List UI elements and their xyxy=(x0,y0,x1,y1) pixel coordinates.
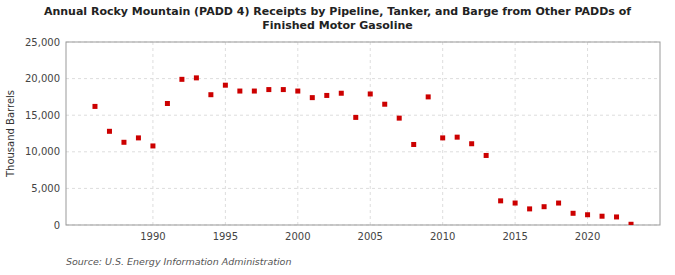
plot-frame xyxy=(66,42,660,225)
grid xyxy=(66,42,660,225)
point xyxy=(629,222,634,225)
point xyxy=(165,101,170,106)
point xyxy=(266,87,271,92)
point xyxy=(571,211,576,216)
y-grid-line xyxy=(66,151,660,152)
point xyxy=(121,140,126,145)
point xyxy=(455,135,460,140)
point xyxy=(353,115,358,120)
x-tick-label: 2000 xyxy=(285,231,310,242)
point xyxy=(382,102,387,107)
point xyxy=(368,91,373,96)
y-grid-line xyxy=(66,115,660,116)
chart: 0 5,000 10,000 15,000 20,000 25,000 1990 1995 20… xyxy=(0,0,675,275)
axes: 0 5,000 10,000 15,000 20,000 25,000 1990 1995 20… xyxy=(25,37,660,243)
x-tick-label: 2010 xyxy=(430,231,455,242)
x-grid-line xyxy=(297,42,298,225)
point xyxy=(295,89,300,94)
y-tick-label: 5,000 xyxy=(31,183,60,194)
y-tick-label: 25,000 xyxy=(25,37,60,48)
x-grid-line xyxy=(515,42,516,225)
y-grid-line xyxy=(66,188,660,189)
x-grid-line xyxy=(225,42,226,225)
x-tick-label: 2020 xyxy=(575,231,600,242)
point xyxy=(150,143,155,148)
point xyxy=(194,75,199,80)
title: Annual Rocky Mountain (PADD 4) Receipts … xyxy=(44,5,631,32)
x-tick-label: 2015 xyxy=(502,231,527,242)
point xyxy=(542,204,547,209)
x-tick-label: 1995 xyxy=(213,231,238,242)
y-tick-label: 15,000 xyxy=(25,110,60,121)
y-grid-line xyxy=(66,78,660,79)
source-note: Source: U.S. Energy Information Administ… xyxy=(66,256,291,267)
x-grid-line xyxy=(587,42,588,225)
x-tick-label: 1990 xyxy=(140,231,165,242)
point xyxy=(223,83,228,88)
point xyxy=(527,206,532,211)
point xyxy=(469,141,474,146)
point xyxy=(179,77,184,82)
point xyxy=(310,95,315,100)
point xyxy=(513,201,518,206)
point xyxy=(252,89,257,94)
point xyxy=(281,87,286,92)
point xyxy=(237,89,242,94)
point xyxy=(484,153,489,158)
x-tick-label: 2005 xyxy=(358,231,383,242)
point xyxy=(585,212,590,217)
point xyxy=(324,93,329,98)
points xyxy=(92,75,633,225)
point xyxy=(107,129,112,134)
point xyxy=(556,201,561,206)
point xyxy=(92,104,97,109)
x-grid-line xyxy=(152,42,153,225)
point xyxy=(208,92,213,97)
point xyxy=(411,142,416,147)
point xyxy=(440,135,445,140)
y-tick-label: 0 xyxy=(54,220,60,231)
y-tick-label: 20,000 xyxy=(25,73,60,84)
point xyxy=(600,214,605,219)
point xyxy=(339,91,344,96)
point xyxy=(614,214,619,219)
point xyxy=(136,135,141,140)
x-grid-line xyxy=(442,42,443,225)
point xyxy=(397,116,402,121)
y-axis-label: Thousand Barrels xyxy=(5,90,16,178)
x-grid-line xyxy=(370,42,371,225)
point xyxy=(426,94,431,99)
y-tick-label: 10,000 xyxy=(25,146,60,157)
point xyxy=(498,198,503,203)
